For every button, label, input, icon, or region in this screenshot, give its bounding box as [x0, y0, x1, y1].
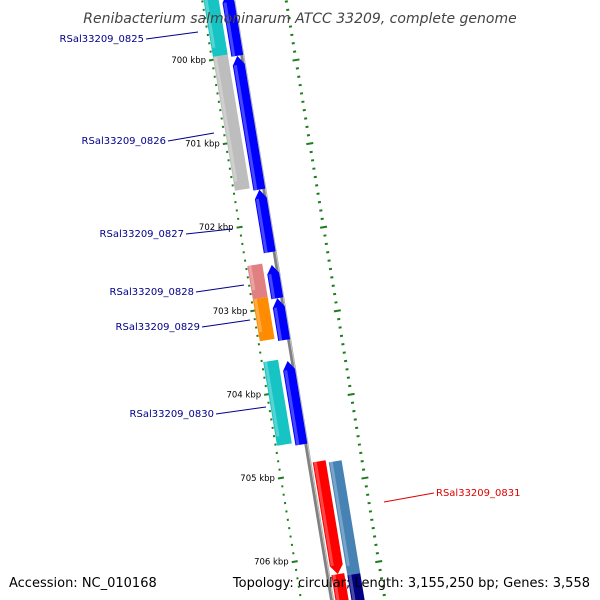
cog-0828-feature[interactable] — [247, 263, 268, 300]
gene-label[interactable]: RSal33209_0830 — [130, 409, 214, 420]
cds-0825-sheen — [223, 2, 236, 57]
cds-0828-feature[interactable] — [266, 264, 284, 300]
cog-0831-feature[interactable] — [328, 460, 361, 576]
outer-tick — [347, 392, 355, 396]
tick-label: 706 kbp — [254, 558, 289, 568]
cds-0831-sheen — [313, 461, 334, 567]
cds-0828-sheen — [268, 274, 276, 300]
tick-label: 703 kbp — [213, 307, 248, 317]
cog-0826-shape[interactable] — [212, 54, 250, 191]
gene-label[interactable]: RSal33209_0825 — [60, 34, 144, 45]
cds-0826-shape[interactable] — [231, 55, 266, 191]
cds-0826-sheen — [233, 65, 258, 191]
cog-0832-shape[interactable] — [347, 573, 367, 600]
cog-0825-feature[interactable] — [202, 0, 228, 58]
cds-0832-sheen — [332, 574, 341, 600]
tick-label: 700 kbp — [171, 56, 206, 66]
gene-leader-line — [167, 132, 215, 142]
cog-0831-sheen — [329, 461, 350, 567]
cog-0828-shape[interactable] — [247, 263, 268, 300]
outer-tick-ring — [284, 0, 386, 597]
inner-tick — [277, 476, 285, 480]
cds-0831-shape[interactable] — [312, 460, 344, 575]
gene-label[interactable]: RSal33209_0831 — [436, 488, 520, 499]
cog-0826-sheen — [213, 56, 238, 182]
cds-0832-shape[interactable] — [331, 573, 350, 600]
tick-label: 704 kbp — [226, 390, 261, 400]
map-title: Renibacterium salmoninarum ATCC 33209, c… — [83, 11, 516, 27]
cds-0829-sheen — [273, 307, 283, 341]
inner-tick — [236, 225, 243, 229]
gene-label[interactable]: RSal33209_0827 — [100, 229, 184, 240]
cds-0832-feature[interactable] — [331, 573, 350, 600]
cds-0830-shape[interactable] — [282, 360, 308, 446]
gene-leader-line — [185, 228, 233, 235]
inner-tick — [291, 560, 298, 564]
tick-labels: 700 kbp 701 kbp 702 kbp 703 kbp 704 kbp 705 k… — [171, 56, 288, 568]
gene-label[interactable]: RSal33209_0828 — [110, 287, 194, 298]
outer-tick — [361, 476, 369, 480]
gene-leader-line — [215, 406, 267, 415]
cog-0829-shape[interactable] — [252, 297, 275, 342]
cds-0825-shape[interactable] — [221, 0, 244, 57]
cds-0827-shape[interactable] — [253, 189, 276, 254]
outer-tick — [319, 225, 328, 229]
cog-0830-sheen — [264, 361, 280, 437]
gene-leader-line — [383, 492, 435, 503]
tick-label: 701 kbp — [185, 140, 220, 150]
tick-label: 702 kbp — [199, 223, 234, 233]
gene-leader-line — [195, 284, 245, 293]
outer-tick — [333, 309, 341, 313]
outer-tick — [375, 560, 383, 564]
cds-0825-feature[interactable] — [221, 0, 244, 57]
cog-0830-shape[interactable] — [263, 359, 292, 446]
cog-0831-shape[interactable] — [328, 460, 361, 576]
cog-0829-feature[interactable] — [252, 297, 275, 342]
gene-leader-line — [145, 31, 199, 40]
outer-tick — [306, 142, 314, 146]
outer-tick — [292, 58, 300, 62]
cds-0830-sheen — [284, 370, 300, 446]
inner-tick-ring — [201, 0, 302, 597]
backbone-highlight — [233, 0, 334, 600]
genome-summary: Topology: circular; Length: 3,155,250 bp… — [232, 576, 590, 591]
cog-0825-sheen — [203, 0, 216, 48]
gene-labels: RSal33209_0825 RSal33209_0826 RSal33209_08… — [60, 31, 520, 503]
cds-0829-feature[interactable] — [271, 297, 291, 342]
cog-0828-sheen — [248, 265, 256, 291]
cds-0830-feature[interactable] — [282, 360, 308, 446]
cog-0826-feature[interactable] — [212, 54, 250, 191]
gene-label[interactable]: RSal33209_0829 — [116, 322, 200, 333]
cog-0829-sheen — [253, 298, 263, 333]
feature-track — [202, 0, 367, 600]
accession-label: Accession: NC_010168 — [9, 576, 157, 591]
gene-label[interactable]: RSal33209_0826 — [82, 136, 166, 147]
cog-0832-sheen — [348, 574, 357, 600]
cds-0831-feature[interactable] — [312, 460, 344, 575]
tick-label: 705 kbp — [240, 474, 275, 484]
cog-0825-shape[interactable] — [202, 0, 228, 58]
gene-leader-line — [201, 319, 251, 328]
cds-0828-shape[interactable] — [266, 264, 284, 300]
cds-0826-feature[interactable] — [231, 55, 266, 191]
cog-0830-feature[interactable] — [263, 359, 292, 446]
cds-0827-sheen — [255, 198, 268, 254]
cds-0827-feature[interactable] — [253, 189, 276, 254]
cds-0829-shape[interactable] — [271, 297, 291, 342]
cog-0832-feature[interactable] — [347, 573, 367, 600]
